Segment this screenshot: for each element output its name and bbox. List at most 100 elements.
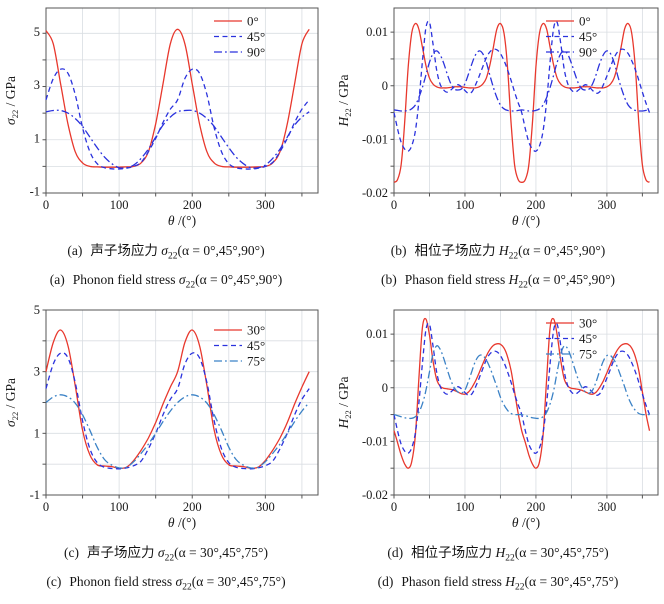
caption-a-zh-label: (a) [67,243,83,258]
x-axis-label: θ /(°) [168,515,196,530]
y-tick-label: 3 [34,78,40,92]
axis-ticks [390,31,643,197]
plot-box [393,309,659,496]
series-0° [393,22,650,183]
legend-label-45°: 45° [579,331,597,346]
caption-c-subscript: 22 [164,553,175,564]
caption-b-zh-text: 相位子场应力 [414,243,496,258]
caption-d-en: (d) Phason field stress H22(α = 30°,45°,7… [332,574,664,595]
chart-d-phason-stress: 0 100 200 300 -0.02 -0.01 0 0.01 θ /(°) H22 / GPa… [336,309,659,530]
y-tick-label: 0.01 [366,327,388,341]
series-0° [45,28,310,168]
chart-c-phonon-stress: 0 100 200 300 -1 1 3 5 θ /(°) σ22 / GPa 30°45°75° [3,303,319,530]
caption-a-en-label: (a) [49,271,65,287]
x-tick-label: 300 [598,198,617,212]
y-tick-label: 5 [34,25,40,39]
x-tick-label: 100 [110,198,129,212]
caption-a-en-args: (α = 0°,45°,90°) [195,271,283,287]
series-90° [393,50,650,112]
x-tick-label: 300 [598,500,617,514]
caption-b-zh: (b) 相位子场应力 H22(α = 0°,45°,90°) [332,243,664,264]
axis-ticks [390,333,643,499]
legend-label-30°: 30° [579,316,597,331]
legend-label-0°: 0° [579,14,591,29]
caption-d-en-args: (α = 30°,45°,75°) [524,573,619,589]
legend-label-90°: 90° [579,45,597,60]
x-tick-label: 200 [527,198,546,212]
caption-d-subscript: 22 [505,553,515,564]
y-tick-label: -0.02 [362,488,388,502]
y-axis-label: σ22 / GPa [3,76,20,125]
legend-label-0°: 0° [247,14,259,29]
caption-c-symbol: σ [157,545,165,561]
y-tick-label: -1 [30,488,40,502]
series-45° [393,322,651,455]
x-tick-label: 0 [43,198,49,212]
series-45° [45,68,310,170]
caption-c-en: (c) Phonon field stress σ22(α = 30°,45°,7… [0,574,332,595]
x-axis-label: θ /(°) [512,213,540,228]
caption-d-en-subscript: 22 [515,582,525,593]
series-90° [45,109,310,169]
caption-a-zh: (a) 声子场应力 σ22(α = 0°,45°,90°) [0,243,332,264]
caption-d-en-symbol: H [505,573,515,589]
x-tick-label: 200 [527,500,546,514]
y-tick-label: 5 [34,303,40,317]
plot-box [393,7,659,194]
caption-a-en-symbol: σ [178,271,186,287]
x-tick-label: 0 [391,500,397,514]
caption-b-en: (b) Phason field stress H22(α = 0°,45°,90… [332,272,664,293]
caption-c-args: (α = 30°,45°,75°) [174,545,268,561]
series-45° [393,20,651,152]
legend-label-90°: 90° [247,45,265,60]
x-axis-label: θ /(°) [168,213,196,228]
legend-label-45°: 45° [579,29,597,44]
caption-a-en: (a) Phonon field stress σ22(α = 0°,45°,90… [0,272,332,293]
legend-label-30°: 30° [247,323,265,338]
legend: 0°45°90° [546,14,597,60]
caption-a-subscript: 22 [167,251,178,262]
caption-b-en-label: (b) [381,271,397,287]
caption-b-zh-label: (b) [390,243,407,258]
grid-lines [394,8,658,193]
x-tick-label: 0 [391,198,397,212]
y-tick-label: 1 [34,426,40,440]
y-tick-label: 3 [34,365,40,379]
y-axis-label: σ22 / GPa [3,378,20,427]
x-tick-label: 300 [256,500,275,514]
chart-a-cell: 0 100 200 300 -1 1 3 5 θ /(°) σ22 / GPa 0° 45° 90° (… [0,0,332,302]
caption-d-zh-label: (d) [387,545,404,561]
caption-d-zh: (d) 相位子场应力 H22(α = 30°,45°,75°) [332,545,664,566]
chart-b-phason-stress: 0 100 200 300 -0.02 -0.01 0 0.01 θ /(°) H22 / GPa… [336,7,659,228]
caption-d-zh-text: 相位子场应力 [411,545,493,561]
caption-d-en-label: (d) [377,573,394,589]
y-tick-label: 1 [34,131,40,145]
legend: 0°45°90° [214,14,265,60]
caption-c-en-label: (c) [46,573,62,589]
legend: 30°45°75° [214,323,265,369]
series-30° [393,317,651,469]
axis-ticks [42,32,303,197]
legend-label-45°: 45° [247,29,265,44]
legend-label-75°: 75° [247,354,265,369]
caption-c-en-symbol: σ [175,573,183,589]
y-tick-label: -1 [30,185,40,199]
y-tick-label: 0.01 [366,25,388,39]
caption-c-zh: (c) 声子场应力 σ22(α = 30°,45°,75°) [0,545,332,566]
y-tick-label: -0.02 [362,186,388,200]
caption-a-symbol: σ [161,243,168,258]
y-axis-label: H22 / GPa [336,74,353,127]
plot-box [45,7,319,194]
grid-lines [394,310,658,496]
chart-d-cell: 0 100 200 300 -0.02 -0.01 0 0.01 θ /(°) H22 / GPa… [332,302,664,604]
x-tick-label: 200 [183,500,202,514]
chart-a-phonon-stress: 0 100 200 300 -1 1 3 5 θ /(°) σ22 / GPa 0°45°90° [3,7,319,228]
x-tick-label: 100 [110,500,129,514]
caption-a-en-subscript: 22 [185,280,196,291]
caption-b-en-text: Phason field stress [404,271,506,287]
x-tick-label: 0 [43,500,49,514]
grid-lines [46,310,318,496]
caption-b-subscript: 22 [508,251,519,262]
caption-b-args: (α = 0°,45°,90°) [518,243,606,258]
y-tick-label: -0.01 [362,435,388,449]
